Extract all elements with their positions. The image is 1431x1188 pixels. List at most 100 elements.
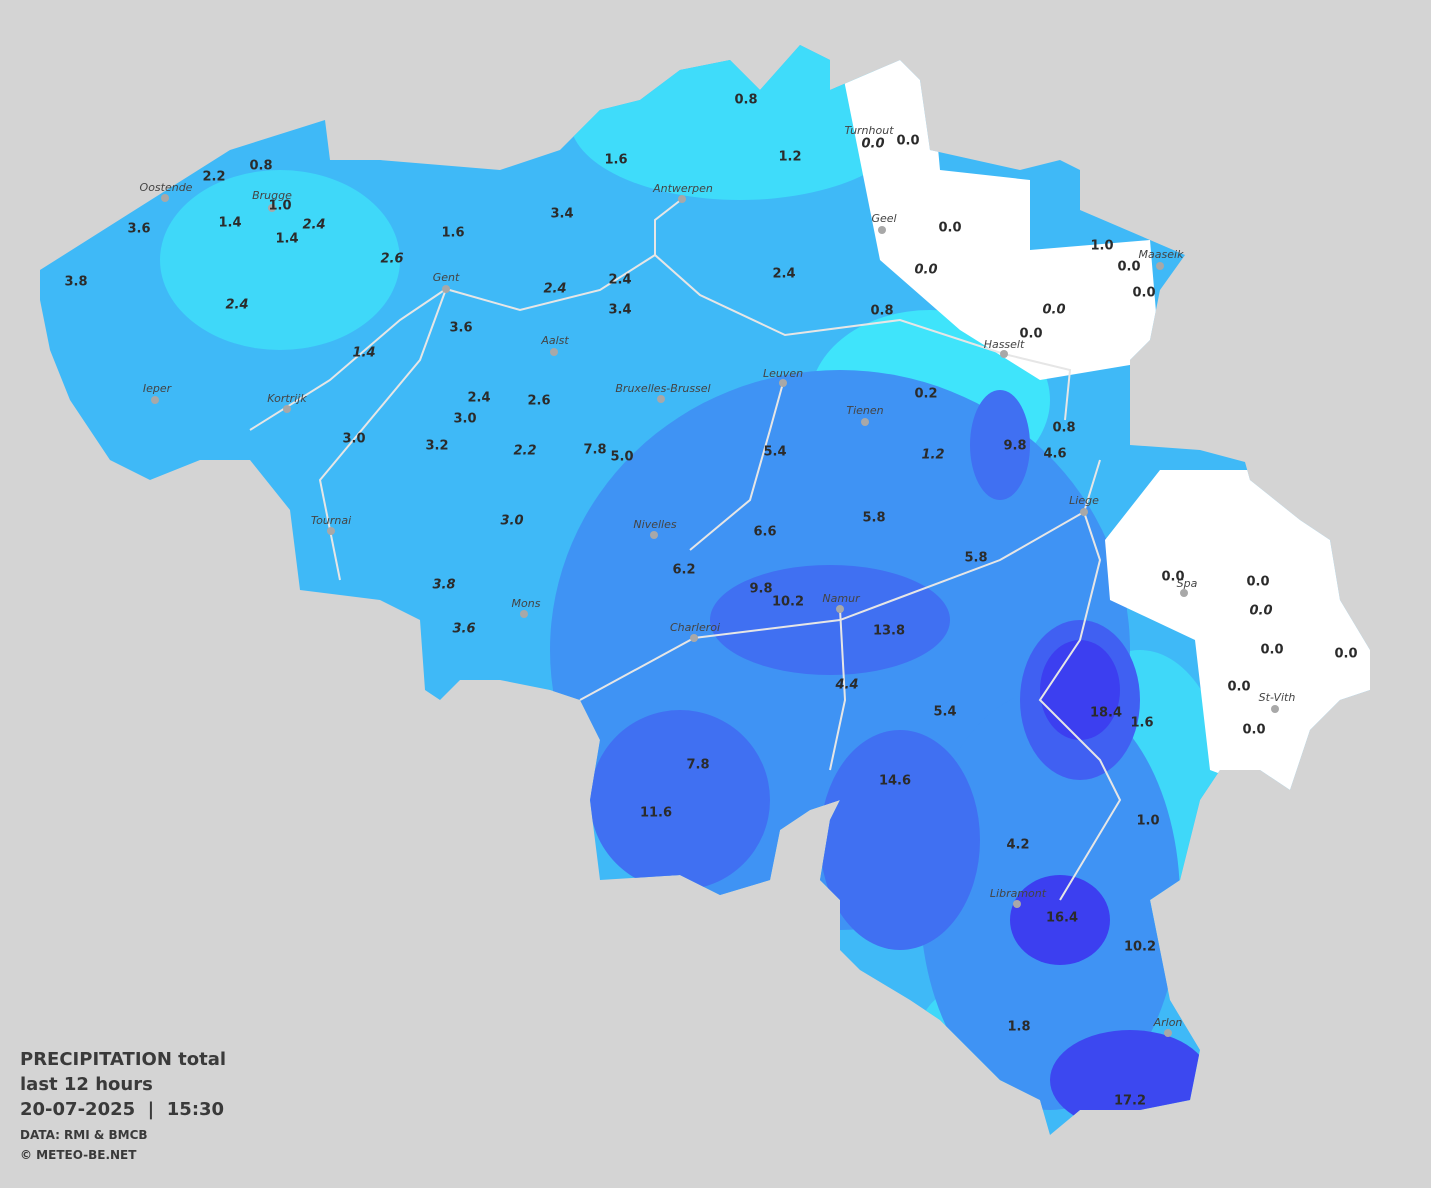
field-darkest bbox=[1040, 640, 1120, 740]
station-value: 5.8 bbox=[964, 551, 987, 566]
station-value: 4.2 bbox=[1006, 838, 1029, 853]
city-label: Hasselt bbox=[984, 338, 1025, 351]
station-value: 7.8 bbox=[583, 443, 606, 458]
city-label: Mons bbox=[512, 597, 541, 610]
road bbox=[689, 382, 784, 551]
station-value: 18.4 bbox=[1090, 706, 1122, 721]
city-label: Namur bbox=[822, 592, 861, 605]
station-value: 1.6 bbox=[441, 226, 464, 241]
station-value: 0.8 bbox=[249, 159, 272, 174]
station-value: 3.8 bbox=[64, 275, 87, 290]
road bbox=[249, 288, 447, 431]
station-value: 1.0 bbox=[268, 199, 291, 214]
station-value: 0.2 bbox=[914, 387, 937, 402]
city-label: Liege bbox=[1069, 494, 1099, 507]
legend-title: PRECIPITATION total bbox=[20, 1049, 226, 1070]
city-label: Gent bbox=[433, 271, 460, 284]
road bbox=[654, 198, 1072, 421]
station-value: 5.8 bbox=[862, 511, 885, 526]
city-dot bbox=[550, 348, 558, 356]
city-label: Charleroi bbox=[670, 621, 720, 634]
station-value: 4.6 bbox=[1043, 447, 1066, 462]
city-label: Brugge bbox=[252, 189, 292, 202]
station-value: 2.4 bbox=[543, 282, 566, 297]
station-value: 0.0 bbox=[1132, 286, 1155, 301]
station-value: 1.2 bbox=[921, 448, 944, 463]
station-value: 17.2 bbox=[1114, 1094, 1146, 1109]
field-dry bbox=[840, 60, 1160, 380]
station-value: 1.0 bbox=[1090, 239, 1113, 254]
station-value: 0.8 bbox=[1052, 421, 1075, 436]
station-value: 3.6 bbox=[452, 622, 475, 637]
station-value: 1.0 bbox=[1136, 814, 1159, 829]
station-value: 2.4 bbox=[608, 273, 631, 288]
city-dot bbox=[878, 226, 886, 234]
station-value: 0.0 bbox=[1246, 575, 1269, 590]
station-value: 3.6 bbox=[127, 222, 150, 237]
city-label: Libramont bbox=[990, 887, 1047, 900]
station-value: 2.4 bbox=[225, 298, 248, 313]
station-value: 3.4 bbox=[608, 303, 631, 318]
city-dot bbox=[836, 605, 844, 613]
field-dry bbox=[1105, 470, 1370, 800]
station-value: 0.0 bbox=[1042, 303, 1065, 318]
station-value: 0.0 bbox=[1161, 570, 1184, 585]
station-value: 0.0 bbox=[1334, 647, 1357, 662]
field-darkblue bbox=[820, 730, 980, 950]
city-label: Antwerpen bbox=[652, 182, 713, 195]
station-value: 0.0 bbox=[1019, 327, 1042, 342]
station-value: 2.6 bbox=[527, 394, 550, 409]
city-label: Tienen bbox=[846, 404, 883, 417]
city-dot bbox=[327, 527, 335, 535]
city-dot bbox=[1080, 508, 1088, 516]
field-darkest bbox=[1010, 875, 1110, 965]
station-value: 1.4 bbox=[218, 216, 241, 231]
station-value: 6.6 bbox=[753, 525, 776, 540]
station-value: 0.0 bbox=[861, 137, 884, 152]
legend-datetime: 20-07-2025 | 15:30 bbox=[20, 1099, 224, 1120]
station-value: 3.0 bbox=[500, 514, 523, 529]
city-dot bbox=[650, 531, 658, 539]
station-value: 11.6 bbox=[640, 806, 672, 821]
city-dot bbox=[1013, 900, 1021, 908]
city-dot bbox=[1000, 350, 1008, 358]
station-value: 0.8 bbox=[870, 304, 893, 319]
station-value: 0.0 bbox=[1117, 260, 1140, 275]
station-value: 1.4 bbox=[352, 346, 375, 361]
city-dot bbox=[1164, 1029, 1172, 1037]
city-dot bbox=[779, 379, 787, 387]
station-value: 0.0 bbox=[914, 263, 937, 278]
station-value: 0.0 bbox=[896, 134, 919, 149]
field-darkblue bbox=[590, 710, 770, 890]
station-value: 3.4 bbox=[550, 207, 573, 222]
road bbox=[445, 254, 656, 312]
station-value: 1.4 bbox=[275, 232, 298, 247]
station-value: 6.2 bbox=[672, 563, 695, 578]
station-value: 0.0 bbox=[1227, 680, 1250, 695]
station-value: 0.8 bbox=[734, 93, 757, 108]
city-label: Arlon bbox=[1153, 1016, 1183, 1029]
station-value: 2.6 bbox=[380, 252, 403, 267]
station-value: 2.4 bbox=[302, 218, 325, 233]
city-dot bbox=[690, 634, 698, 642]
legend-copyright: © METEO-BE.NET bbox=[20, 1148, 137, 1162]
station-values: 0.8 1.6 1.2 0.8 2.2 1.0 1.4 1.4 2.4 3.4 3.6 1.6 2.6 3… bbox=[64, 93, 1357, 1109]
station-value: 2.4 bbox=[772, 267, 795, 282]
station-value: 13.8 bbox=[873, 624, 905, 639]
station-value: 14.6 bbox=[879, 774, 911, 789]
city-label: Leuven bbox=[763, 367, 803, 380]
road bbox=[579, 459, 1101, 701]
city-label: Spa bbox=[1177, 577, 1198, 590]
station-value: 3.6 bbox=[449, 321, 472, 336]
city-dot bbox=[1156, 262, 1164, 270]
station-value: 3.0 bbox=[342, 432, 365, 447]
city-dot bbox=[283, 405, 291, 413]
station-value: 1.6 bbox=[604, 153, 627, 168]
city-label: Turnhout bbox=[844, 124, 894, 137]
city-label: Oostende bbox=[140, 181, 193, 194]
station-value: 5.0 bbox=[610, 450, 633, 465]
city-dot bbox=[151, 396, 159, 404]
station-value: 1.6 bbox=[1130, 716, 1153, 731]
city-dot bbox=[268, 204, 276, 212]
